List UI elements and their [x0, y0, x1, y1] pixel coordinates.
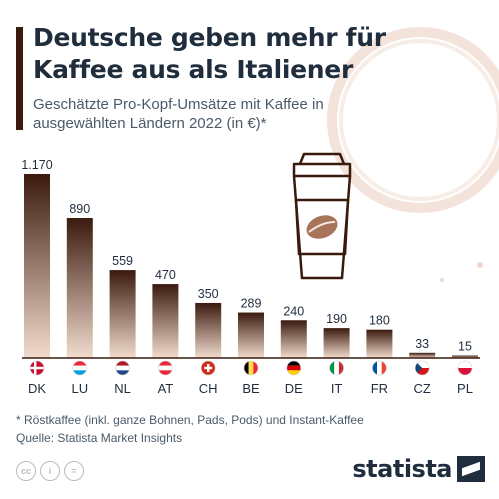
bar-be [238, 312, 264, 358]
flag-poland-icon [457, 360, 473, 376]
attribution-icon: i [40, 461, 60, 481]
license-icons: cc i = [16, 461, 84, 481]
source-note: Quelle: Statista Market Insights [16, 431, 183, 445]
category-label: CZ [414, 381, 431, 396]
category-label: FR [371, 381, 388, 396]
flag-belgium-icon [243, 360, 259, 376]
category-label: LU [71, 381, 88, 396]
coffee-stain-decoration [327, 27, 499, 282]
value-label: 33 [415, 337, 429, 351]
coffee-cup-icon [292, 152, 352, 280]
value-label: 190 [326, 312, 347, 326]
no-derivatives-icon: = [64, 461, 84, 481]
bar-pl [452, 355, 478, 358]
category-label: CH [199, 381, 218, 396]
bar-chart: 1.170 DK 890 LU 559 NL 470 AT 350 CH 289 BE 240 DE 190… [21, 158, 480, 396]
value-label: 240 [283, 304, 304, 318]
chart-subtitle: Geschätzte Pro-Kopf-Umsätze mit Kaffee i… [33, 96, 324, 132]
flag-denmark-icon [29, 360, 45, 376]
brand-name: statista [352, 455, 452, 483]
bar-dk [24, 174, 50, 358]
value-label: 350 [198, 287, 219, 301]
statista-logo-icon [457, 456, 485, 482]
title-accent-bar [16, 27, 23, 130]
category-label: DE [285, 381, 303, 396]
value-label: 15 [458, 340, 472, 354]
chart-title: Deutsche geben mehr für Kaffee aus als I… [33, 23, 386, 84]
category-label: NL [114, 381, 131, 396]
value-label: 470 [155, 268, 176, 282]
bar-it [323, 328, 350, 358]
bar-ch [195, 302, 222, 358]
flag-luxembourg-icon [72, 360, 88, 376]
flag-austria-icon [158, 360, 173, 376]
bar-de [280, 320, 307, 358]
category-label: IT [331, 381, 343, 396]
bar-at [152, 284, 179, 358]
flag-germany-icon [286, 360, 302, 376]
category-label: DK [28, 381, 46, 396]
bar-lu [66, 218, 93, 358]
category-label: BE [242, 381, 260, 396]
bar-cz [409, 352, 436, 358]
flag-czechia-icon [414, 360, 430, 376]
statista-logo: statista [352, 455, 485, 483]
value-label: 890 [69, 202, 90, 216]
flag-france-icon [372, 360, 387, 376]
footnote: * Röstkaffee (inkl. ganze Bohnen, Pads, … [16, 413, 364, 427]
category-label: AT [158, 381, 174, 396]
value-label: 559 [112, 254, 133, 268]
flag-netherlands-icon [115, 360, 130, 376]
cc-icon: cc [16, 461, 36, 481]
flag-italy-icon [329, 360, 344, 376]
bar-nl [109, 270, 136, 358]
flag-switzerland-icon [200, 360, 216, 376]
value-label: 1.170 [21, 158, 52, 172]
value-label: 180 [369, 314, 390, 328]
bar-fr [366, 329, 393, 358]
value-label: 289 [241, 297, 262, 311]
category-label: PL [457, 381, 473, 396]
